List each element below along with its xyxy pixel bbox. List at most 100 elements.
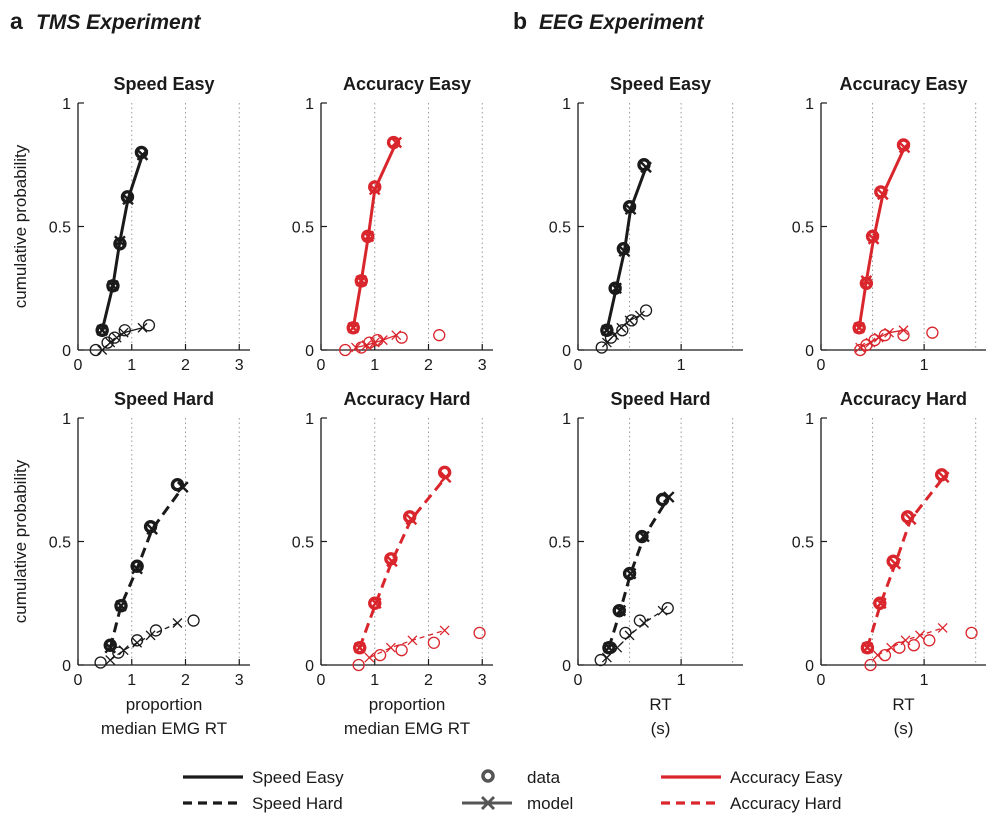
x-axis-label-line: proportion [126,695,203,714]
x-axis-label: proportion median EMG RT [344,695,470,738]
correct-data-point [658,495,668,505]
error-data-point [927,327,938,338]
y-tick-label: 0.5 [549,220,571,237]
subplot-title: Speed Easy [610,74,711,94]
subplot-1: Speed Easy 0 0.5 1 0 1 2 3 cumulative probabilit… [11,74,250,374]
error-model-point [106,656,115,665]
y-tick-label: 1 [305,411,314,428]
error-data-point [396,645,407,656]
y-tick-label: 0 [62,343,71,360]
y-tick-label: 0 [305,343,314,360]
y-tick-label: 0.5 [292,220,314,237]
error-model-point [173,619,182,628]
subplot-title: Accuracy Easy [343,74,471,94]
correct-model-line [867,477,943,647]
x-tick-label: 0 [817,672,826,689]
x-tick-label: 1 [677,672,686,689]
subplot-title: Accuracy Hard [343,389,470,409]
x-axis-label-line: RT [649,695,671,714]
error-data-point [396,332,407,343]
x-tick-label: 2 [424,672,433,689]
error-data-point [898,330,909,341]
error-data-point [894,642,905,653]
y-tick-label: 0 [805,343,814,360]
legend-label-accuracy-hard: Accuracy Hard [730,794,841,813]
x-tick-label: 0 [74,672,83,689]
x-tick-label: 0 [574,357,583,374]
correct-data-point [637,532,647,542]
error-model-point [365,653,374,662]
panel-a-title: TMS Experiment [36,11,202,34]
correct-model-line [110,487,183,648]
subplot-6: Accuracy Hard 0 0.5 1 0 1 2 3 proportion median E… [292,389,493,738]
error-model-line [110,623,177,660]
error-data-point [434,330,445,341]
x-axis-label-line: RT [892,695,914,714]
y-tick-label: 0 [305,658,314,675]
y-tick-label: 0.5 [792,535,814,552]
error-data-point [474,627,485,638]
error-model-point [138,323,147,332]
legend: Speed Easy Speed Hard data model Accurac… [183,768,843,813]
subplot-3: Speed Easy00.510 1 [549,74,743,374]
x-tick-label: 2 [181,672,190,689]
x-tick-label: 1 [920,672,929,689]
error-data-point [188,615,199,626]
error-model-line [369,630,444,657]
header-b: b EEG Experiment [513,8,705,34]
y-tick-label: 1 [805,411,814,428]
error-data-point [428,637,439,648]
subplot-title: Speed Hard [610,389,710,409]
x-axis-label-line: proportion [369,695,446,714]
error-data-point [375,650,386,661]
y-tick-label: 0.5 [49,535,71,552]
x-tick-label: 3 [478,672,487,689]
y-tick-label: 1 [805,96,814,113]
x-tick-label: 1 [920,357,929,374]
x-tick-label: 0 [74,357,83,374]
y-tick-label: 1 [562,96,571,113]
y-tick-label: 1 [562,411,571,428]
legend-label-speed-hard: Speed Hard [252,794,343,813]
error-data-point [924,635,935,646]
y-tick-label: 0 [562,658,571,675]
error-model-point [602,653,611,662]
correct-data-point [172,480,182,490]
error-data-point [879,650,890,661]
error-data-point [620,627,631,638]
legend-label-speed-easy: Speed Easy [252,768,344,787]
x-tick-label: 0 [317,672,326,689]
y-tick-label: 0.5 [292,535,314,552]
x-tick-label: 0 [817,357,826,374]
y-tick-label: 0.5 [549,535,571,552]
error-data-point [966,627,977,638]
x-axis-label-line: median EMG RT [101,719,227,738]
error-model-point [440,626,449,635]
error-data-point [662,603,673,614]
subplot-7: Speed Hard 0 0.5 1 0 1 RT (s) [549,389,743,738]
subplot-title: Accuracy Hard [840,389,967,409]
x-tick-label: 1 [370,672,379,689]
error-model-point [938,623,947,632]
subplot-4: Accuracy Easy00.510 1 [792,74,986,374]
panel-a-letter: a [10,8,23,34]
y-axis-label: cumulative probability [11,144,30,308]
y-tick-label: 1 [305,96,314,113]
y-tick-label: 0.5 [792,220,814,237]
x-tick-label: 0 [317,357,326,374]
error-data-point [634,615,645,626]
error-data-point [626,315,637,326]
correct-data-point [440,467,450,477]
y-tick-label: 1 [62,411,71,428]
y-tick-label: 0 [805,658,814,675]
correct-data-point [389,138,399,148]
panel-b-letter: b [513,8,527,34]
correct-model-line [360,477,446,647]
subplot-5: Speed Hard00.510 1 2 3cumulative probabilit… [11,389,250,738]
error-model-point [408,636,417,645]
x-tick-label: 3 [478,357,487,374]
legend-label-data: data [527,768,561,787]
y-axis-label: cumulative probability [11,459,30,623]
x-axis-label: RT (s) [649,695,671,738]
